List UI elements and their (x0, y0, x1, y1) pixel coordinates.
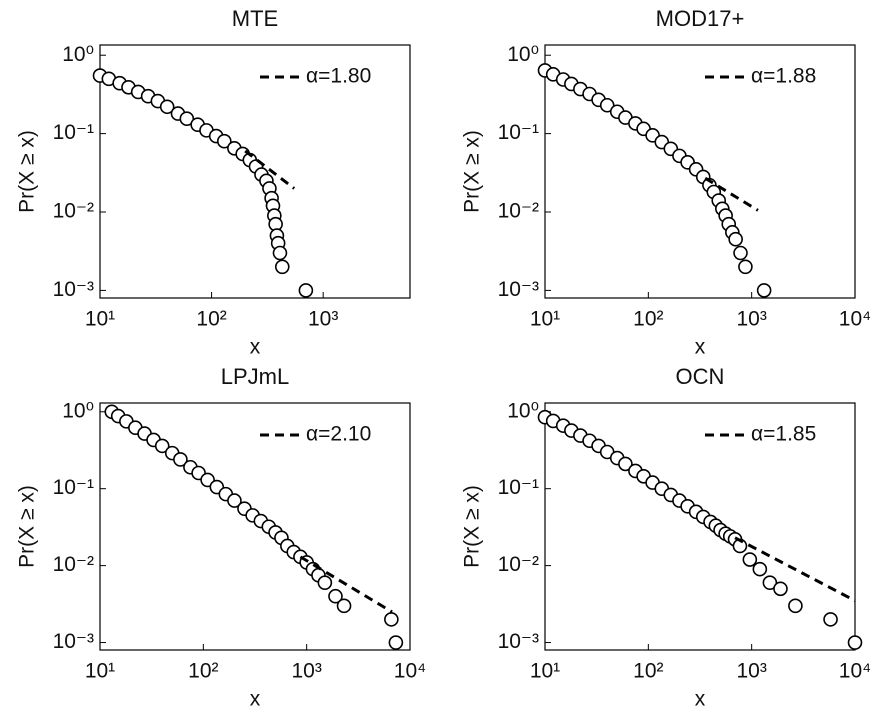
data-point (298, 283, 314, 298)
subplot-title: OCN (676, 364, 725, 389)
y-tick-label: 10⁻¹ (53, 476, 94, 499)
data-point (274, 259, 290, 275)
x-tick-label: 10² (188, 660, 218, 683)
data-point (599, 97, 615, 113)
x-tick-label: 10⁴ (839, 308, 871, 331)
subplot: MTE x Pr(X ≥ x) 10¹ 10² 10³ 10⁰ 10⁻¹ 10⁻² 10⁻³ α=1… (16, 6, 411, 359)
y-tick-label: 10⁰ (62, 43, 94, 66)
legend-label: α=1.80 (306, 65, 371, 88)
data-point (272, 245, 288, 261)
x-axis-label: x (250, 336, 261, 359)
fit-line (299, 555, 393, 614)
y-tick-label: 10⁻³ (498, 630, 539, 653)
x-tick-label: 10¹ (530, 660, 560, 683)
x-axis-label: x (695, 688, 706, 711)
data-point (384, 612, 399, 627)
data-point (173, 452, 188, 467)
data-point (752, 561, 768, 577)
data-point (788, 598, 803, 614)
data-point (154, 438, 170, 454)
y-tick-label: 10⁰ (62, 399, 94, 422)
x-tick-label: 10³ (736, 308, 766, 331)
y-tick-label: 10⁻¹ (53, 121, 94, 144)
data-point (179, 111, 195, 126)
legend-label: α=1.85 (751, 423, 816, 446)
data-point (742, 552, 758, 567)
fit-line (244, 149, 296, 190)
subplot-title: LPJmL (221, 364, 289, 389)
y-tick-label: 10⁻³ (53, 278, 94, 301)
subplot: LPJmL x Pr(X ≥ x) 10¹ 10² 10³ 10⁴ 10⁰ 10⁻¹ 10⁻² 10… (16, 364, 427, 711)
fit-line (704, 176, 759, 212)
data-point (618, 456, 633, 472)
data-point (317, 575, 333, 590)
x-tick-label: 10² (633, 660, 663, 683)
data-point (728, 231, 743, 247)
y-axis-label: Pr(X ≥ x) (461, 485, 484, 568)
x-tick-label: 10³ (736, 660, 766, 683)
data-point (216, 133, 232, 149)
x-tick-label: 10³ (308, 308, 338, 331)
legend-label: α=2.10 (306, 423, 371, 446)
subplot-title: MOD17+ (656, 6, 745, 31)
legend-label: α=1.88 (751, 65, 816, 88)
x-tick-label: 10³ (291, 660, 321, 683)
data-point (756, 283, 772, 298)
subplot: MOD17+ x Pr(X ≥ x) 10¹ 10² 10³ 10⁴ 10⁰ 10⁻¹ 10⁻² 1… (461, 6, 872, 359)
data-point (227, 493, 242, 508)
x-axis-label: x (695, 336, 706, 359)
subplot-title: MTE (232, 6, 278, 31)
x-tick-label: 10² (196, 308, 226, 331)
y-tick-label: 10⁻² (53, 553, 94, 576)
data-point (336, 598, 352, 614)
data-point (773, 581, 788, 597)
y-tick-label: 10⁻³ (53, 630, 94, 653)
data-point (847, 635, 863, 650)
data-point (388, 635, 404, 650)
x-tick-label: 10¹ (85, 308, 115, 331)
data-point (328, 588, 343, 604)
y-tick-label: 10⁻¹ (498, 476, 539, 499)
y-tick-label: 10⁰ (507, 43, 539, 66)
x-tick-label: 10² (633, 308, 663, 331)
x-tick-label: 10¹ (530, 308, 560, 331)
y-tick-label: 10⁻¹ (498, 121, 539, 144)
data-point (738, 259, 753, 275)
y-axis-label: Pr(X ≥ x) (16, 485, 39, 568)
data-point (733, 245, 748, 261)
y-axis-label: Pr(X ≥ x) (461, 130, 484, 213)
y-tick-label: 10⁻³ (498, 278, 539, 301)
y-axis-label: Pr(X ≥ x) (16, 130, 39, 213)
x-tick-label: 10⁴ (394, 660, 426, 683)
x-tick-label: 10¹ (85, 660, 115, 683)
y-tick-label: 10⁻² (53, 200, 94, 223)
fit-line (734, 536, 856, 603)
y-tick-label: 10⁰ (507, 399, 539, 422)
y-tick-label: 10⁻² (498, 200, 539, 223)
subplot: OCN x Pr(X ≥ x) 10¹ 10² 10³ 10⁴ 10⁰ 10⁻¹ 10⁻² 10⁻³… (461, 364, 872, 711)
data-point (762, 575, 778, 590)
x-tick-label: 10⁴ (839, 660, 871, 683)
x-axis-label: x (250, 688, 261, 711)
y-tick-label: 10⁻² (498, 553, 539, 576)
data-point (159, 99, 175, 115)
data-point (823, 612, 838, 627)
